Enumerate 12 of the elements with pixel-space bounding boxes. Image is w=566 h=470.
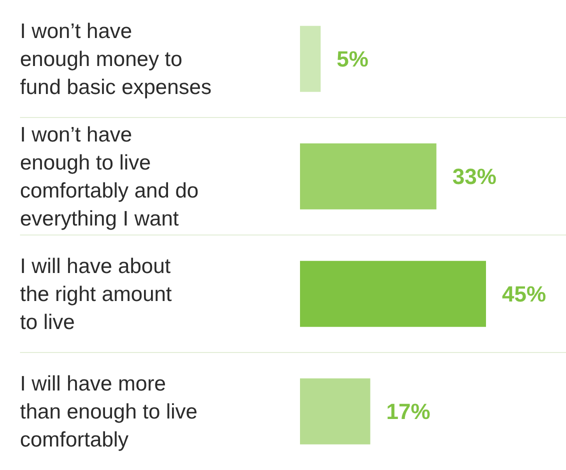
data-label: 45% [502,282,546,307]
bar [300,26,321,92]
data-label: 33% [452,164,496,190]
y-tick-label: I won’t have enough to live comfortably and do everything I want [20,122,199,230]
bar [300,378,370,444]
y-tick-label: I will have more than enough to live comfortably [20,372,198,451]
y-tick-label: I won’t have enough money to fund basic expenses [20,19,212,98]
data-label: 5% [336,46,368,72]
y-tick-label: I will have about the right amount to live [20,254,172,334]
data-label: 17% [386,399,430,424]
bar [300,143,436,210]
bar [300,260,486,327]
